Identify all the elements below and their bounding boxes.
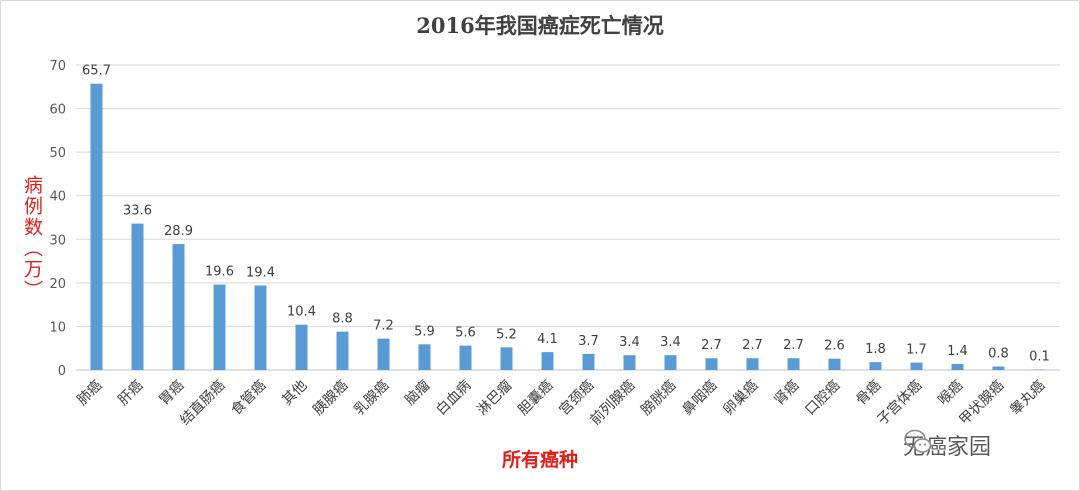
- data-label: 65.7: [82, 64, 111, 79]
- x-tick-label: 肝癌: [115, 378, 146, 409]
- x-axis-label: 所有癌种: [501, 449, 578, 471]
- y-tick-label: 50: [49, 146, 66, 161]
- data-label: 5.2: [496, 327, 517, 342]
- x-tick-label: 前列腺癌: [587, 377, 639, 429]
- x-tick-label: 甲状腺癌: [956, 378, 1007, 429]
- data-label: 19.6: [205, 265, 234, 280]
- bar: [131, 223, 144, 370]
- y-tick-label: 40: [49, 190, 66, 205]
- data-label: 2.7: [742, 338, 763, 353]
- bar: [500, 347, 513, 370]
- bar: [951, 363, 964, 370]
- wechat-icon: [904, 429, 932, 453]
- x-tick-label: 结直肠癌: [177, 377, 229, 429]
- bar: [623, 355, 636, 370]
- bar: [213, 284, 226, 370]
- x-tick-label: 肾癌: [771, 378, 802, 409]
- x-tick-label: 骨癌: [853, 378, 884, 409]
- y-tick-label: 20: [49, 277, 66, 292]
- y-tick-label: 60: [49, 103, 66, 118]
- data-label: 10.4: [287, 305, 316, 320]
- x-tick-label: 口腔癌: [802, 378, 843, 419]
- x-tick-label: 乳腺癌: [351, 378, 392, 419]
- chart-title: 2016年我国癌症死亡情况: [416, 13, 664, 38]
- data-label: 2.7: [783, 338, 804, 353]
- bar: [828, 358, 841, 370]
- watermark: 无癌家园: [903, 427, 991, 463]
- data-label: 3.7: [578, 334, 599, 349]
- bar: [541, 352, 554, 370]
- data-label: 1.4: [947, 344, 968, 359]
- data-label: 4.1: [537, 332, 558, 347]
- y-tick-label: 10: [49, 320, 66, 335]
- x-tick-label: 胆囊癌: [515, 377, 557, 419]
- x-tick-label: 其他: [279, 378, 310, 409]
- bar: [90, 83, 103, 370]
- x-tick-label: 膀胱癌: [638, 377, 680, 419]
- x-tick-label: 鼻咽癌: [679, 377, 721, 419]
- data-label: 19.4: [246, 265, 275, 280]
- bar: [336, 331, 349, 370]
- bar: [787, 358, 800, 370]
- bar: [172, 244, 185, 370]
- data-label: 7.2: [373, 319, 394, 334]
- data-label: 2.6: [824, 339, 845, 354]
- x-tick-label: 白血病: [433, 378, 474, 419]
- bar: [459, 345, 472, 370]
- bar: [254, 285, 267, 370]
- x-tick-label: 睾丸癌: [1007, 378, 1048, 419]
- data-label: 0.8: [988, 347, 1009, 362]
- data-label: 28.9: [164, 224, 193, 239]
- y-tick-label: 30: [49, 233, 66, 248]
- bar: [377, 338, 390, 370]
- data-label: 5.9: [414, 324, 435, 339]
- data-label: 3.4: [660, 335, 681, 350]
- x-tick-label: 肺癌: [74, 378, 105, 409]
- y-axis-label: 病例数（万）: [21, 175, 43, 301]
- x-tick-label: 胰腺癌: [310, 378, 351, 419]
- data-label: 1.8: [865, 342, 886, 357]
- y-tick-label: 70: [49, 59, 66, 74]
- x-tick-label: 子宫体癌: [874, 378, 925, 429]
- data-label: 1.7: [906, 343, 927, 358]
- data-label: 0.1: [1029, 350, 1050, 365]
- data-label: 33.6: [123, 204, 152, 219]
- x-tick-label: 淋巴瘤: [474, 377, 516, 419]
- x-tick-label: 脑瘤: [402, 377, 434, 409]
- data-label: 5.6: [455, 326, 476, 341]
- x-tick-label: 食管癌: [228, 377, 270, 419]
- bar: [418, 344, 431, 370]
- y-tick-label: 0: [58, 364, 66, 379]
- bar: [582, 353, 595, 370]
- bar: [705, 358, 718, 370]
- x-tick-label: 胃癌: [156, 378, 187, 409]
- data-label: 2.7: [701, 338, 722, 353]
- bar: [992, 366, 1005, 370]
- bar: [295, 324, 308, 370]
- data-label: 8.8: [332, 312, 353, 327]
- data-label: 3.4: [619, 335, 640, 350]
- x-tick-label: 卵巢癌: [720, 378, 761, 419]
- bar: [664, 355, 677, 370]
- bar: [746, 358, 759, 370]
- bar: [910, 362, 923, 370]
- x-tick-label: 喉癌: [935, 378, 966, 409]
- bar: [869, 362, 882, 370]
